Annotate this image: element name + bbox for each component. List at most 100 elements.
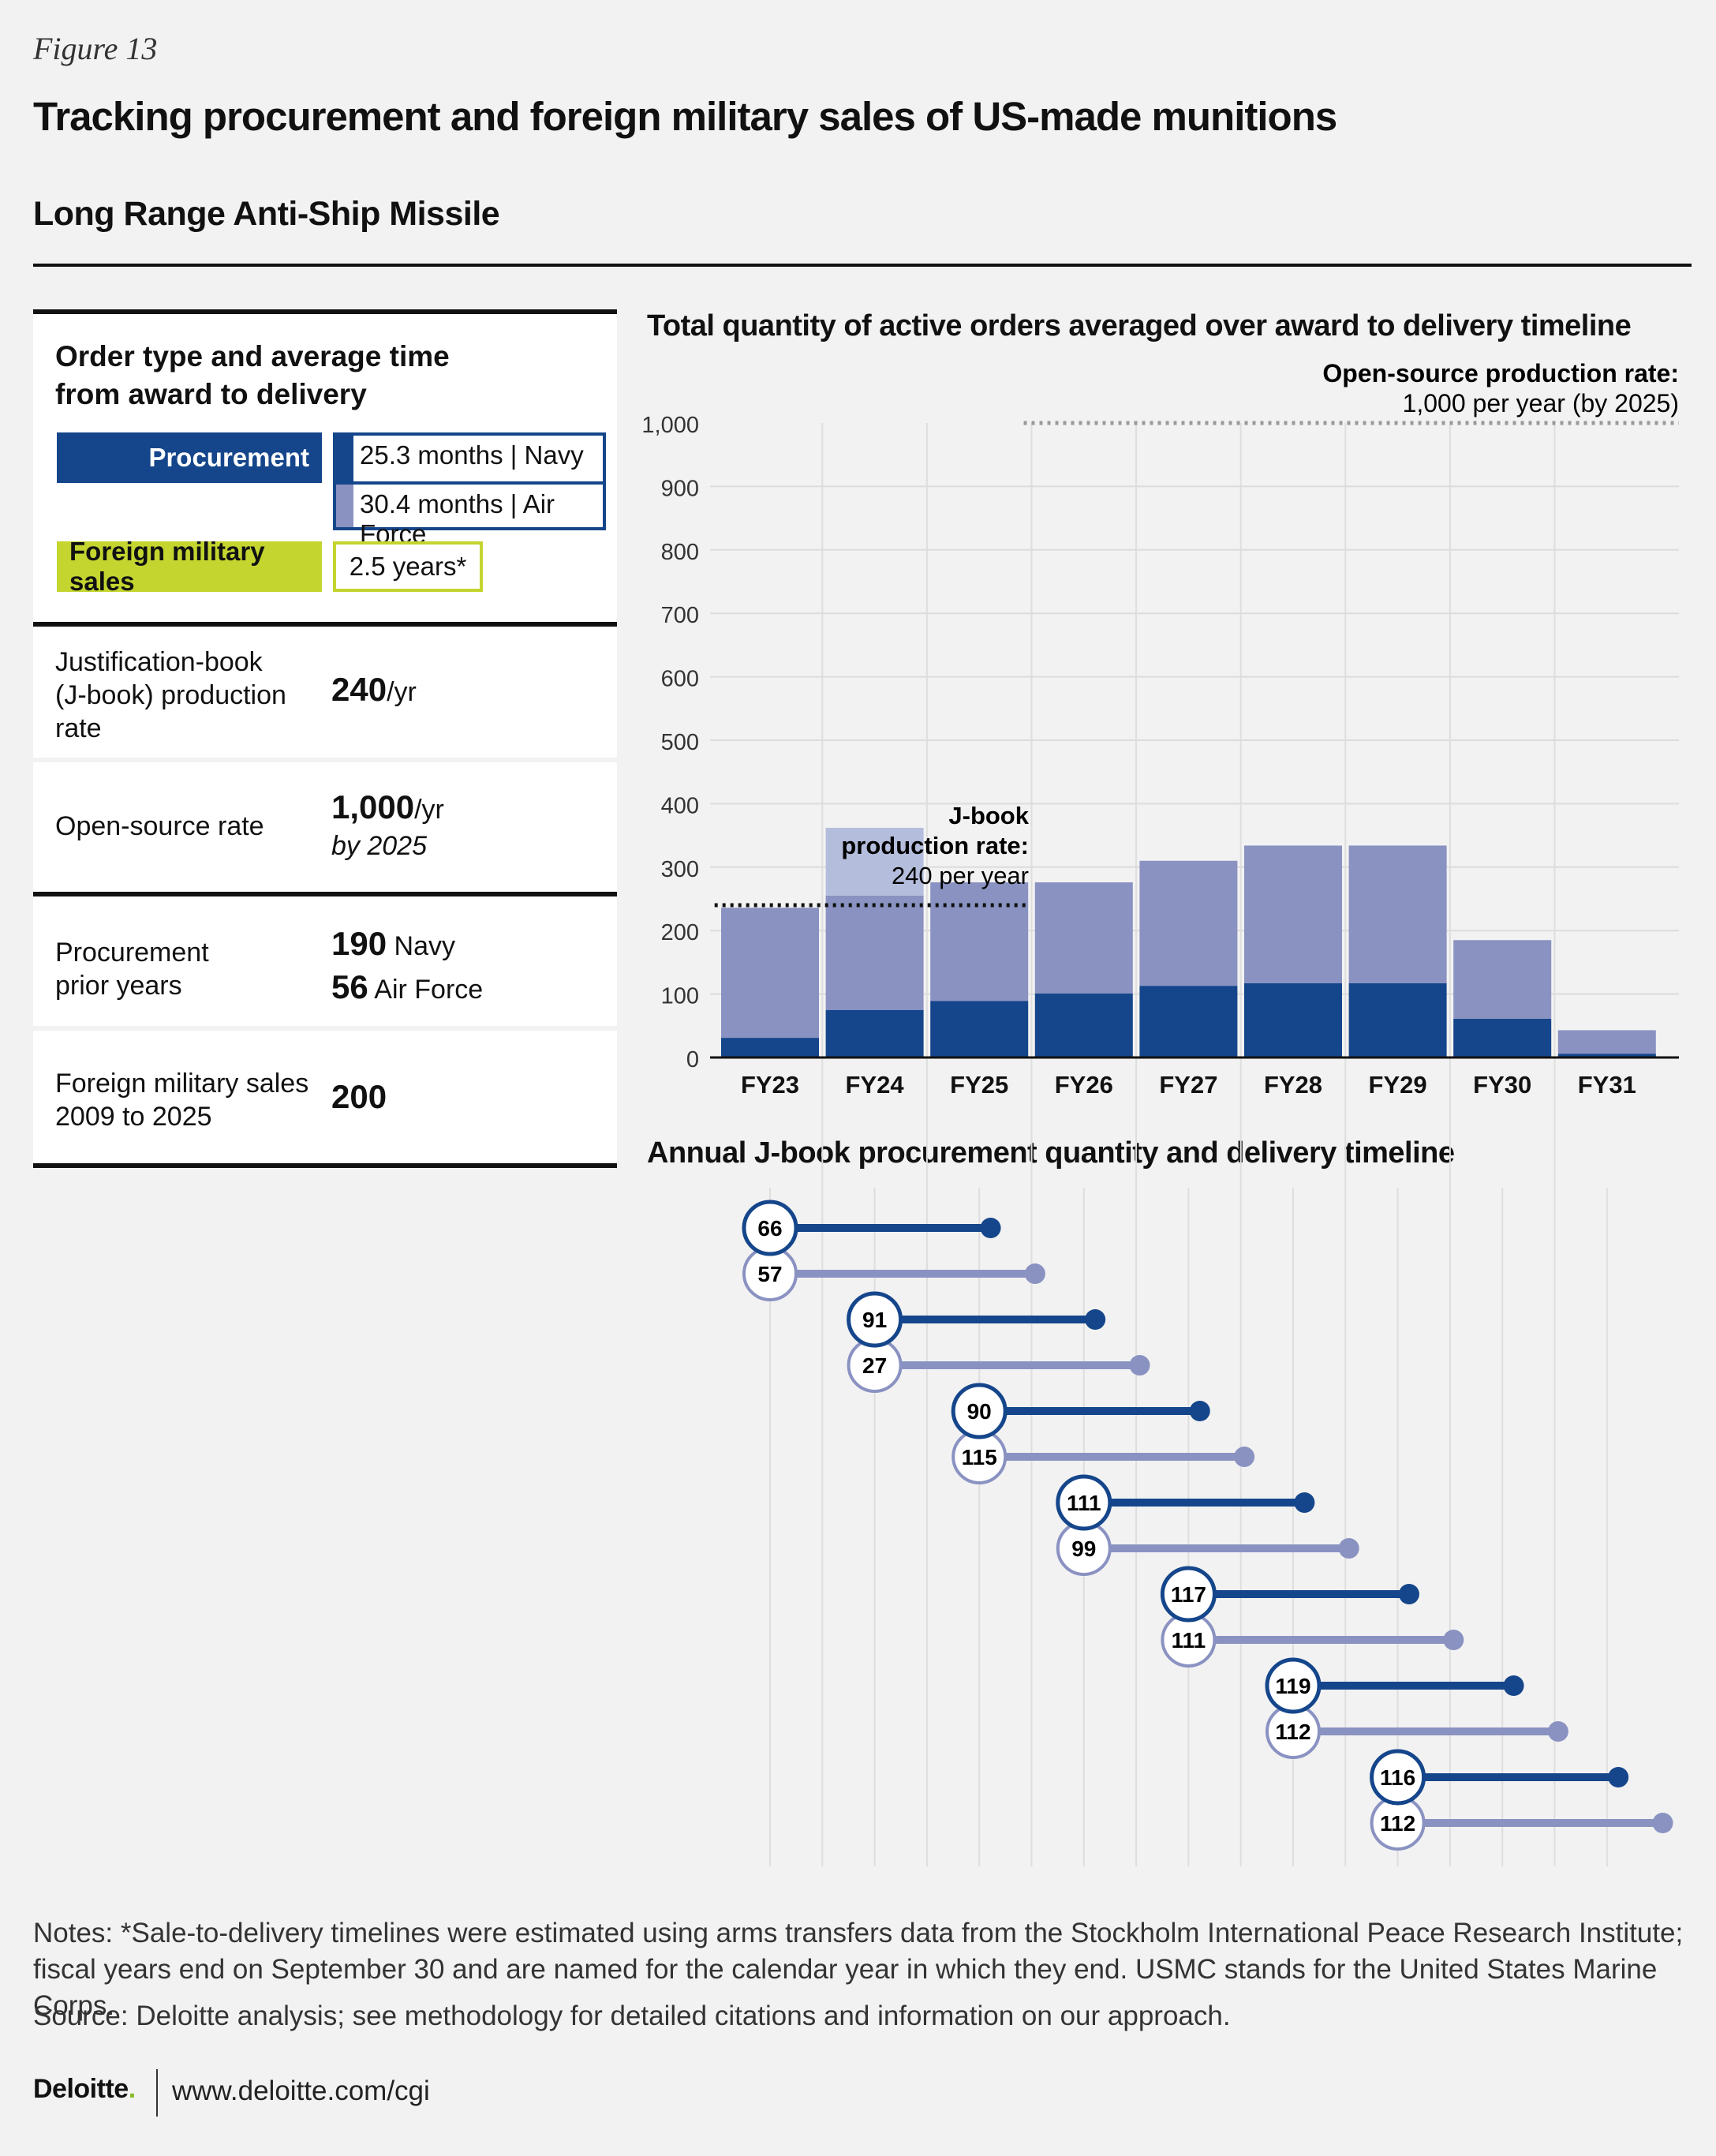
bar-navy [1453,1018,1552,1057]
bar-navy [721,1038,819,1057]
open-source-rate-annotation: Open-source production rate: [1322,359,1679,387]
prior-years-value: 190 Navy 56 Air Force [331,923,483,1010]
x-tick-label: FY31 [1578,1071,1636,1099]
value-number: 200 [331,1078,387,1115]
airforce-quantity-label: 112 [1275,1720,1310,1744]
bar-airforce [1244,845,1342,983]
navy-delivery-dot [1189,1401,1210,1421]
bar-airforce [1453,940,1552,1019]
airforce-delivery-dot [1443,1630,1464,1650]
jbook-rate-annotation: J-book [948,802,1029,829]
y-tick-label: 700 [661,603,699,628]
bar-airforce [1034,882,1133,994]
airforce-swatch [336,485,353,527]
y-tick-label: 1,000 [641,413,699,438]
divider [33,1163,617,1168]
navy-quantity-marker [1370,1749,1426,1806]
y-tick-label: 300 [661,857,699,882]
jbook-rate-annotation: 240 per year [892,862,1029,889]
divider [156,2069,158,2117]
navy-quantity-label: 66 [757,1216,782,1241]
divider [33,892,617,896]
y-tick-label: 900 [661,476,699,501]
bar-fms [825,827,924,896]
navy-delivery-dot [1398,1584,1419,1604]
airforce-time: 30.4 months | Air Force [360,489,555,548]
legend-heading-line: from award to delivery [55,378,367,410]
prior-years-label: Procurement prior years [55,936,209,1002]
notes: Notes: *Sale-to-delivery timelines were … [33,1918,1684,2021]
open-source-rate-value: 1,000/yr by 2025 [331,789,444,864]
open-source-rate-row: Open-source rate 1,000/yr by 2025 [33,762,617,892]
navy-quantity-label: 116 [1380,1765,1415,1790]
airforce-delivery-dot [1024,1263,1045,1284]
y-tick-label: 100 [661,984,699,1009]
y-tick-label: 500 [661,730,699,755]
airforce-quantity-label: 111 [1172,1628,1206,1653]
divider [33,264,1692,267]
value-number: 56 [331,968,368,1005]
logo-dot: . [128,2074,136,2104]
x-tick-label: FY23 [741,1071,799,1099]
value-unit: /yr [414,795,444,825]
bar-navy [1557,1054,1656,1057]
x-tick-label: FY29 [1369,1071,1427,1099]
label-line: Foreign military sales [55,1069,309,1099]
bar-navy [1139,986,1238,1057]
airforce-quantity-label: 115 [962,1445,997,1469]
airforce-delivery-dot [1234,1447,1255,1467]
bar-navy [825,1009,924,1057]
bar-navy [1348,983,1447,1057]
legend-heading: Order type and average time from award t… [55,338,450,414]
navy-quantity-label: 111 [1067,1491,1101,1515]
prior-years-row: Procurement prior years 190 Navy 56 Air … [33,896,617,1026]
value-number: 240 [331,671,387,708]
footer-link[interactable]: www.deloitte.com/cgi [172,2076,430,2106]
bar-navy [1244,983,1342,1057]
open-source-rate-annotation: 1,000 per year (by 2025) [1403,389,1679,417]
y-tick-label: 0 [686,1047,699,1072]
jbook-rate-value: 240/yr [331,669,417,713]
divider [33,309,617,314]
navy-swatch [336,436,353,481]
y-tick-label: 200 [661,920,699,945]
navy-quantity-label: 91 [862,1308,887,1332]
fms-legend-label: Foreign military sales [57,537,322,596]
airforce-delivery-dot [1547,1721,1568,1742]
label-line: prior years [55,971,182,1001]
navy-quantity-marker [847,1291,903,1348]
airforce-quantity-label: 99 [1071,1537,1096,1561]
navy-quantity-marker [1160,1566,1217,1623]
airforce-delivery-dot [1652,1813,1673,1833]
navy-delivery-dot [1294,1492,1315,1513]
fms-time: 2.5 years* [333,541,483,592]
y-tick-label: 400 [661,793,699,818]
value-unit: /yr [387,677,417,707]
jbook-rate-label: Justification-book (J-book) production r… [55,647,286,743]
x-tick-label: FY26 [1055,1071,1113,1099]
jbook-rate-row: Justification-book (J-book) production r… [33,627,617,758]
bar-airforce [1139,860,1238,986]
navy-time: 25.3 months | Navy [360,440,584,470]
navy-quantity-label: 90 [967,1399,992,1424]
navy-quantity-marker [1265,1657,1322,1714]
airforce-quantity-label: 27 [862,1353,887,1378]
navy-delivery-dot [1608,1767,1629,1787]
value-note: by 2025 [331,831,427,861]
dumbbell-chart-title: Annual J-book procurement quantity and d… [647,1136,1455,1170]
airforce-delivery-dot [1338,1538,1359,1559]
x-tick-label: FY27 [1159,1071,1217,1099]
fms-row-label: Foreign military sales 2009 to 2025 [55,1067,308,1133]
logo-text: Deloitte [33,2074,129,2104]
navy-delivery-dot [1503,1675,1524,1696]
value-unit: Navy [387,931,455,961]
x-tick-label: FY28 [1264,1071,1322,1099]
bar-airforce [825,895,924,1010]
navy-quantity-label: 119 [1275,1674,1310,1698]
open-source-rate-label: Open-source rate [55,811,264,841]
jbook-rate-annotation: production rate: [841,832,1029,859]
navy-quantity-marker [742,1200,798,1256]
navy-delivery-dot [980,1218,1001,1238]
figure-label: Figure 13 [33,31,158,66]
